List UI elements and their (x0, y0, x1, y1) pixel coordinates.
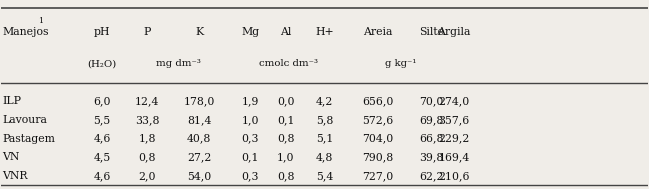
Text: 0,1: 0,1 (241, 152, 259, 162)
Text: 1,0: 1,0 (241, 115, 259, 125)
Text: 357,6: 357,6 (438, 115, 470, 125)
Text: Argila: Argila (437, 27, 471, 37)
Text: 169,4: 169,4 (438, 152, 470, 162)
Text: 229,2: 229,2 (438, 134, 470, 144)
Text: (H₂O): (H₂O) (88, 59, 117, 68)
Text: 69,8: 69,8 (419, 115, 443, 125)
Text: 4,2: 4,2 (316, 96, 334, 106)
Text: 33,8: 33,8 (135, 115, 160, 125)
Text: 5,1: 5,1 (316, 134, 334, 144)
Text: H+: H+ (315, 27, 334, 37)
Text: 1: 1 (38, 17, 43, 25)
Text: 6,0: 6,0 (93, 96, 111, 106)
Text: 5,4: 5,4 (316, 171, 334, 181)
Text: 1,8: 1,8 (139, 134, 156, 144)
Text: Manejos: Manejos (2, 27, 49, 37)
Text: 656,0: 656,0 (362, 96, 393, 106)
Text: 40,8: 40,8 (187, 134, 212, 144)
Text: 81,4: 81,4 (187, 115, 212, 125)
Text: K: K (195, 27, 203, 37)
Text: 727,0: 727,0 (362, 171, 393, 181)
Text: 704,0: 704,0 (362, 134, 393, 144)
Text: ILP: ILP (2, 96, 21, 106)
Text: 1,9: 1,9 (241, 96, 259, 106)
Text: g kg⁻¹: g kg⁻¹ (385, 59, 417, 68)
Text: 0,8: 0,8 (277, 171, 295, 181)
Text: 210,6: 210,6 (438, 171, 470, 181)
Text: 178,0: 178,0 (184, 96, 215, 106)
Text: 66,8: 66,8 (419, 134, 444, 144)
Text: 62,2: 62,2 (419, 171, 444, 181)
Text: 54,0: 54,0 (187, 171, 212, 181)
Text: 2,0: 2,0 (139, 171, 156, 181)
Text: 0,3: 0,3 (241, 171, 259, 181)
Text: 4,6: 4,6 (93, 134, 111, 144)
Text: 274,0: 274,0 (438, 96, 470, 106)
Text: 0,3: 0,3 (241, 134, 259, 144)
Text: 5,5: 5,5 (93, 115, 111, 125)
Text: 5,8: 5,8 (316, 115, 334, 125)
Text: P: P (143, 27, 151, 37)
Text: 572,6: 572,6 (362, 115, 393, 125)
Text: 0,8: 0,8 (139, 152, 156, 162)
Text: 790,8: 790,8 (362, 152, 393, 162)
Text: VNR: VNR (2, 171, 27, 181)
Text: 0,0: 0,0 (277, 96, 295, 106)
Text: 12,4: 12,4 (135, 96, 160, 106)
Text: pH: pH (94, 27, 110, 37)
Text: mg dm⁻³: mg dm⁻³ (156, 59, 201, 68)
Text: 4,6: 4,6 (93, 171, 111, 181)
Text: 1,0: 1,0 (277, 152, 295, 162)
Text: Silte: Silte (419, 27, 444, 37)
Text: 27,2: 27,2 (187, 152, 212, 162)
Text: Al: Al (280, 27, 291, 37)
Text: 39,8: 39,8 (419, 152, 443, 162)
Text: 4,8: 4,8 (316, 152, 334, 162)
Text: Pastagem: Pastagem (2, 134, 55, 144)
Text: 0,1: 0,1 (277, 115, 295, 125)
Text: Areia: Areia (363, 27, 393, 37)
Text: cmolᴄ dm⁻³: cmolᴄ dm⁻³ (260, 59, 319, 68)
Text: 4,5: 4,5 (93, 152, 111, 162)
Text: Lavoura: Lavoura (2, 115, 47, 125)
Text: VN: VN (2, 152, 19, 162)
Text: Mg: Mg (241, 27, 259, 37)
Text: 70,0: 70,0 (419, 96, 443, 106)
Text: 0,8: 0,8 (277, 134, 295, 144)
